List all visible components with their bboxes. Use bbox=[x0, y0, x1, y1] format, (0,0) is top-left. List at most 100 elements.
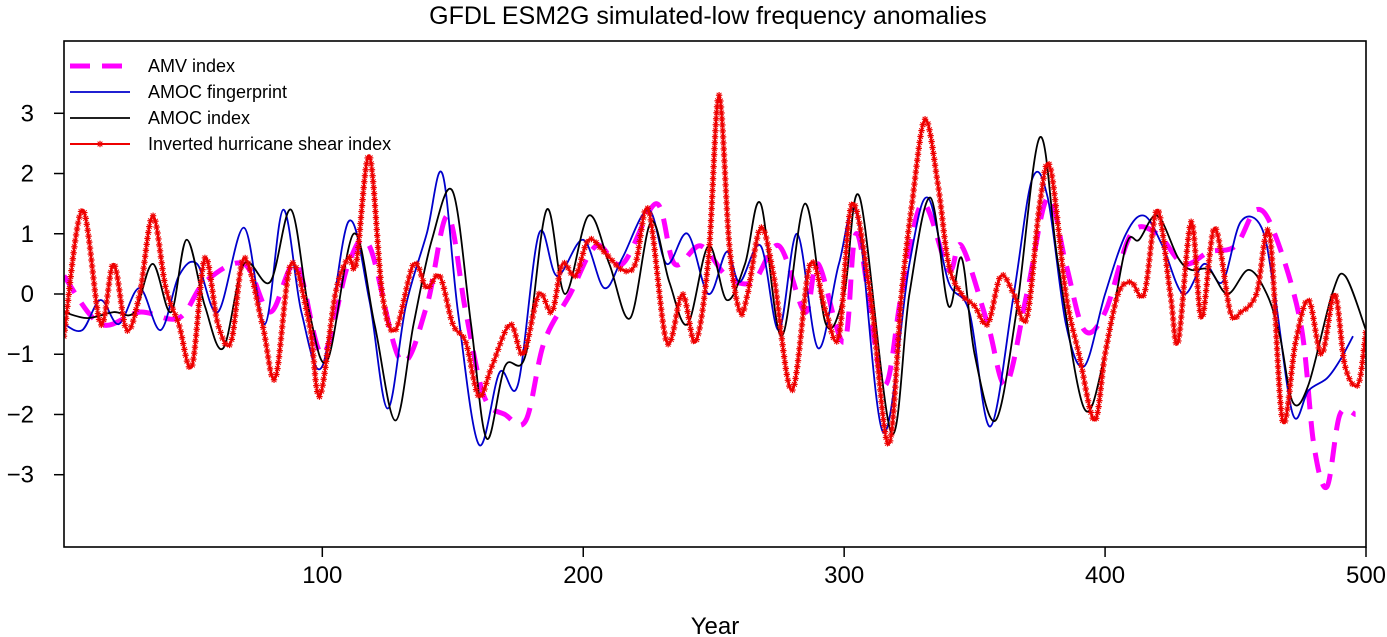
series-inverted-hurricane-shear-index-marker bbox=[655, 282, 662, 289]
series-inverted-hurricane-shear-index-marker bbox=[679, 291, 687, 298]
series-inverted-hurricane-shear-index-marker bbox=[253, 294, 260, 302]
series-inverted-hurricane-shear-index-marker bbox=[1233, 313, 1241, 321]
series-inverted-hurricane-shear-index-marker bbox=[871, 326, 878, 334]
series-inverted-hurricane-shear-index-marker bbox=[106, 274, 114, 282]
series-inverted-hurricane-shear-index-marker bbox=[312, 376, 319, 383]
series-inverted-hurricane-shear-index-marker bbox=[1336, 322, 1344, 329]
series-inverted-hurricane-shear-index-marker bbox=[479, 391, 486, 398]
series-inverted-hurricane-shear-index-marker bbox=[897, 300, 904, 307]
series-inverted-hurricane-shear-index-marker bbox=[1306, 297, 1313, 305]
series-inverted-hurricane-shear-index-marker bbox=[899, 282, 906, 289]
series-inverted-hurricane-shear-index-marker bbox=[93, 298, 100, 305]
series-inverted-hurricane-shear-index-marker bbox=[902, 252, 909, 259]
series-inverted-hurricane-shear-index-marker bbox=[1062, 291, 1070, 299]
series-inverted-hurricane-shear-index-marker bbox=[1195, 301, 1203, 308]
series-inverted-hurricane-shear-index-marker bbox=[648, 222, 655, 229]
series-inverted-hurricane-shear-index-marker bbox=[230, 324, 237, 331]
series-inverted-hurricane-shear-index-marker bbox=[839, 297, 846, 304]
series-inverted-hurricane-shear-index-marker bbox=[1194, 277, 1201, 284]
series-inverted-hurricane-shear-index-marker bbox=[1322, 335, 1330, 342]
series-inverted-hurricane-shear-index-marker bbox=[874, 362, 882, 370]
series-inverted-hurricane-shear-index-marker bbox=[1356, 377, 1363, 384]
series-inverted-hurricane-shear-index-marker bbox=[914, 151, 922, 158]
series-inverted-hurricane-shear-index-marker bbox=[880, 416, 887, 423]
series-inverted-hurricane-shear-index-marker bbox=[1095, 403, 1102, 410]
series-inverted-hurricane-shear-index-marker bbox=[944, 257, 952, 264]
series-inverted-hurricane-shear-index-marker bbox=[1094, 409, 1101, 416]
series-inverted-hurricane-shear-index-marker bbox=[1275, 381, 1283, 388]
series-inverted-hurricane-shear-index-marker bbox=[842, 249, 850, 256]
series-inverted-hurricane-shear-index-marker bbox=[257, 312, 264, 319]
series-inverted-hurricane-shear-index-marker bbox=[1194, 283, 1201, 290]
series-inverted-hurricane-shear-index-marker bbox=[631, 261, 639, 269]
series-inverted-hurricane-shear-index-marker bbox=[592, 239, 600, 246]
series-inverted-hurricane-shear-index-marker bbox=[706, 235, 714, 242]
series-inverted-hurricane-shear-index-marker bbox=[856, 219, 863, 227]
series-inverted-hurricane-shear-index-marker bbox=[1286, 388, 1293, 395]
series-inverted-hurricane-shear-index-marker bbox=[812, 264, 819, 271]
series-inverted-hurricane-shear-index-marker bbox=[1340, 358, 1348, 365]
series-inverted-hurricane-shear-index-marker bbox=[683, 302, 690, 309]
series-inverted-hurricane-shear-index-marker bbox=[158, 259, 165, 266]
series-inverted-hurricane-shear-index-marker bbox=[116, 286, 123, 294]
series-inverted-hurricane-shear-index-marker bbox=[735, 306, 743, 314]
series-inverted-hurricane-shear-index-marker bbox=[1108, 314, 1116, 321]
series-inverted-hurricane-shear-index-marker bbox=[1202, 293, 1209, 300]
series-inverted-hurricane-shear-index-marker bbox=[1297, 316, 1304, 324]
series-inverted-hurricane-shear-index-marker bbox=[486, 368, 494, 376]
series-inverted-hurricane-shear-index-marker bbox=[292, 264, 300, 271]
series-inverted-hurricane-shear-index-marker bbox=[1275, 369, 1282, 376]
series-inverted-hurricane-shear-index-marker bbox=[331, 292, 339, 300]
series-inverted-hurricane-shear-index-marker bbox=[380, 297, 387, 305]
series-inverted-hurricane-shear-index-marker bbox=[374, 232, 381, 239]
series-inverted-hurricane-shear-index-marker bbox=[901, 258, 909, 265]
y-tick-label: 2 bbox=[21, 161, 34, 188]
series-inverted-hurricane-shear-index-marker bbox=[727, 259, 735, 266]
series-inverted-hurricane-shear-index-marker bbox=[921, 116, 929, 123]
series-inverted-hurricane-shear-index-marker bbox=[333, 286, 340, 294]
series-inverted-hurricane-shear-index-marker bbox=[720, 145, 727, 153]
series-inverted-hurricane-shear-index-marker bbox=[439, 279, 446, 286]
series-inverted-hurricane-shear-index-marker bbox=[608, 257, 616, 264]
series-inverted-hurricane-shear-index-marker bbox=[1266, 231, 1273, 239]
series-inverted-hurricane-shear-index-marker bbox=[306, 322, 313, 330]
series-inverted-hurricane-shear-index-marker bbox=[1071, 332, 1078, 340]
series-inverted-hurricane-shear-index-marker bbox=[1168, 297, 1175, 305]
series-inverted-hurricane-shear-index-marker bbox=[886, 437, 894, 445]
series-inverted-hurricane-shear-index-marker bbox=[201, 254, 209, 262]
series-inverted-hurricane-shear-index-marker bbox=[1049, 178, 1057, 186]
series-inverted-hurricane-shear-index-marker bbox=[135, 294, 143, 302]
series-inverted-hurricane-shear-index-marker bbox=[1159, 226, 1166, 233]
series-inverted-hurricane-shear-index-marker bbox=[328, 316, 335, 323]
series-inverted-hurricane-shear-index-marker bbox=[904, 234, 911, 241]
series-inverted-hurricane-shear-index-marker bbox=[102, 304, 110, 312]
series-inverted-hurricane-shear-index-marker bbox=[722, 187, 730, 195]
series-inverted-hurricane-shear-index-marker bbox=[710, 157, 718, 164]
series-inverted-hurricane-shear-index-marker bbox=[930, 150, 937, 157]
series-inverted-hurricane-shear-index-marker bbox=[708, 199, 716, 206]
series-inverted-hurricane-shear-index-marker bbox=[801, 291, 809, 299]
series-inverted-hurricane-shear-index-marker bbox=[255, 306, 263, 314]
series-inverted-hurricane-shear-index-marker bbox=[127, 323, 135, 330]
series-inverted-hurricane-shear-index-marker bbox=[101, 310, 109, 318]
series-inverted-hurricane-shear-index-marker bbox=[708, 205, 715, 212]
series-inverted-hurricane-shear-index-marker bbox=[843, 243, 850, 250]
series-inverted-hurricane-shear-index-marker bbox=[329, 310, 336, 318]
legend-inverted-hurricane-shear-index-marker bbox=[96, 140, 104, 148]
series-inverted-hurricane-shear-index-marker bbox=[1207, 239, 1215, 247]
series-inverted-hurricane-shear-index-marker bbox=[1287, 376, 1295, 383]
series-inverted-hurricane-shear-index-marker bbox=[821, 305, 829, 312]
series-inverted-hurricane-shear-index-marker bbox=[1016, 310, 1024, 317]
series-inverted-hurricane-shear-index-marker bbox=[156, 241, 163, 249]
series-inverted-hurricane-shear-index-marker bbox=[669, 330, 676, 337]
series-inverted-hurricane-shear-index-marker bbox=[194, 320, 201, 327]
series-inverted-hurricane-shear-index-marker bbox=[720, 151, 728, 159]
series-inverted-hurricane-shear-index-marker bbox=[259, 324, 267, 331]
series-inverted-hurricane-shear-index-marker bbox=[120, 316, 127, 323]
series-inverted-hurricane-shear-index-marker bbox=[1256, 273, 1263, 281]
series-inverted-hurricane-shear-index-marker bbox=[501, 329, 508, 336]
series-inverted-hurricane-shear-index-marker bbox=[943, 251, 951, 258]
series-inverted-hurricane-shear-index-marker bbox=[633, 256, 640, 263]
series-inverted-hurricane-shear-index-marker bbox=[855, 214, 862, 221]
series-inverted-hurricane-shear-index-marker bbox=[640, 214, 647, 221]
